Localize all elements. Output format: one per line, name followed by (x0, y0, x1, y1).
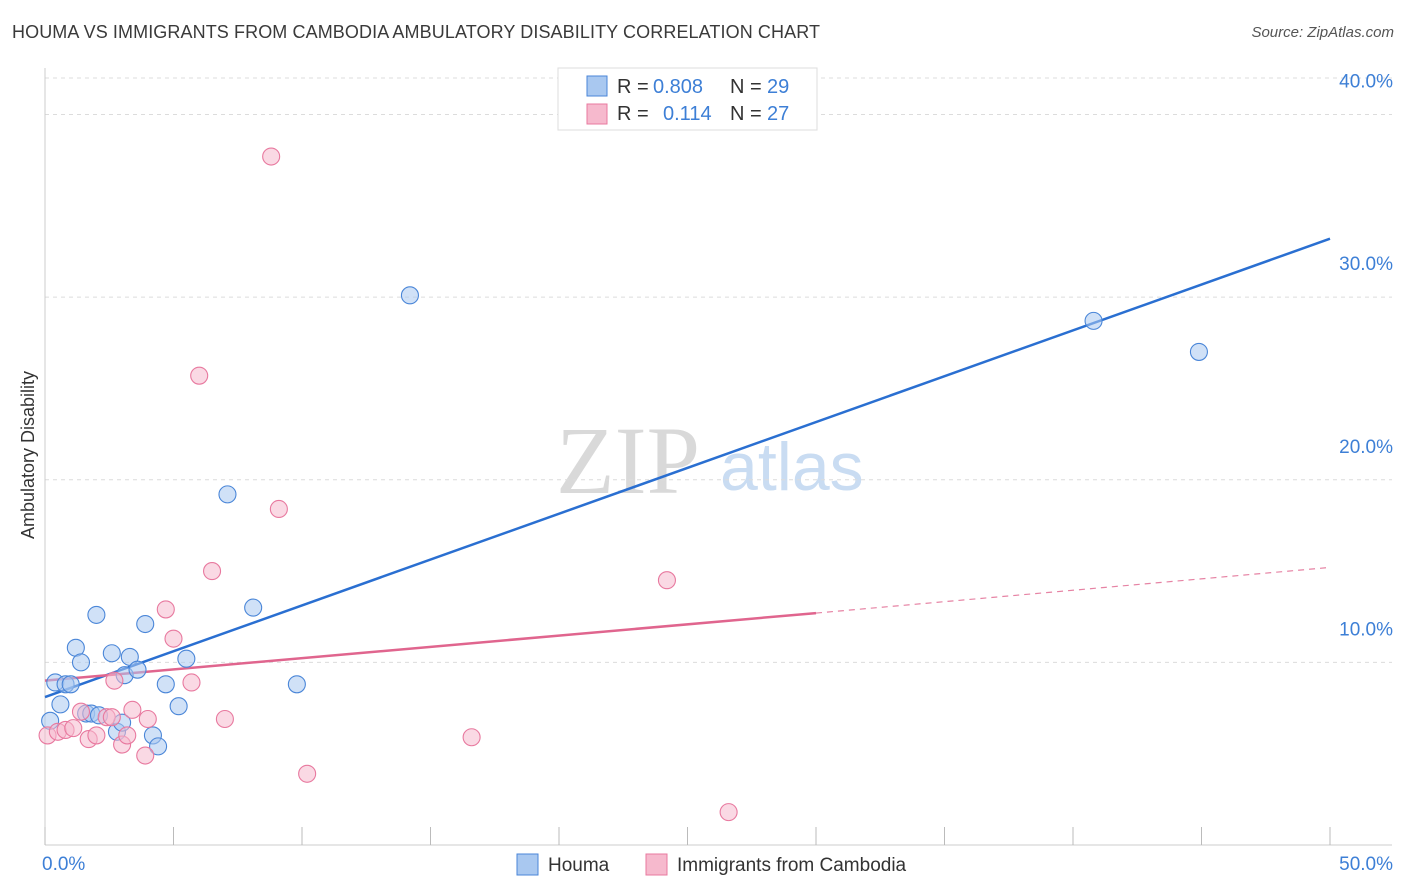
data-point (123, 700, 142, 719)
data-point (287, 675, 306, 694)
data-point (128, 660, 147, 679)
data-point (87, 605, 106, 624)
stats-legend-r-label: R = (617, 103, 649, 125)
y-tick-label: 10.0% (1339, 619, 1393, 640)
stats-legend-swatch-houma (586, 75, 608, 97)
stats-legend: R = 0.808 N = 29 R = 0.114 N = 27 (557, 67, 818, 131)
series-legend: Houma Immigrants from Cambodia (516, 853, 907, 876)
y-tick-label: 40.0% (1339, 72, 1393, 93)
data-point (262, 147, 281, 166)
chart-title: HOUMA VS IMMIGRANTS FROM CAMBODIA AMBULA… (12, 22, 821, 42)
data-point (719, 803, 738, 822)
data-point (156, 675, 175, 694)
data-point (51, 695, 70, 714)
data-point (71, 702, 91, 721)
data-point (105, 671, 124, 690)
stats-legend-n-value: 27 (767, 103, 789, 125)
data-point (1084, 311, 1103, 330)
data-point (177, 649, 196, 668)
data-point (182, 673, 201, 692)
data-point (87, 726, 106, 745)
data-points (38, 147, 1208, 822)
data-point (61, 675, 80, 694)
y-tick-labels: 10.0% 20.0% 30.0% 40.0% (1339, 72, 1393, 641)
stats-legend-r-label: R = (617, 76, 649, 98)
data-point (102, 708, 121, 727)
data-point (1189, 342, 1208, 361)
data-point (400, 286, 419, 305)
y-tick-label: 30.0% (1339, 254, 1393, 275)
stats-legend-n-value: 29 (767, 76, 789, 98)
data-point (64, 719, 83, 738)
x-tick-labels: 0.0% 50.0% (42, 854, 1393, 875)
data-point (136, 746, 155, 765)
legend-label-houma: Houma (548, 855, 610, 876)
stats-legend-r-value: 0.114 (663, 103, 712, 125)
data-point (298, 764, 317, 783)
data-point (71, 653, 91, 672)
legend-swatch-houma (516, 853, 539, 876)
data-point (190, 366, 209, 385)
watermark-zip: ZIP (556, 407, 700, 514)
data-point (215, 709, 234, 729)
stats-legend-r-value: 0.808 (653, 76, 703, 98)
y-axis-title: Ambulatory Disability (18, 371, 38, 539)
stats-legend-swatch-cambodia (586, 103, 608, 125)
watermark-atlas: atlas (720, 429, 864, 505)
trend-line-extension (815, 566, 1331, 614)
trend-line (44, 237, 1331, 699)
data-point (269, 499, 288, 519)
trend-line (44, 611, 817, 682)
data-point (203, 562, 222, 581)
data-point (169, 697, 188, 716)
data-point (156, 600, 175, 619)
x-tick-label: 50.0% (1339, 854, 1393, 875)
gridlines (45, 77, 1392, 663)
x-tick-label: 0.0% (42, 854, 85, 875)
legend-swatch-cambodia (645, 853, 668, 876)
data-point (244, 598, 263, 617)
y-tick-label: 20.0% (1339, 437, 1393, 458)
trend-lines (44, 237, 1331, 699)
data-point (218, 485, 237, 504)
data-point (657, 571, 676, 590)
data-point (138, 709, 157, 729)
data-point (118, 726, 137, 745)
stats-legend-n-label: N = (730, 103, 762, 125)
data-point (102, 644, 121, 663)
data-point (462, 728, 481, 747)
legend-label-cambodia: Immigrants from Cambodia (677, 855, 907, 876)
data-point (164, 629, 183, 648)
stats-legend-n-label: N = (730, 76, 762, 98)
source-credit: Source: ZipAtlas.com (1251, 24, 1394, 41)
data-point (149, 737, 168, 756)
data-point (136, 614, 155, 634)
